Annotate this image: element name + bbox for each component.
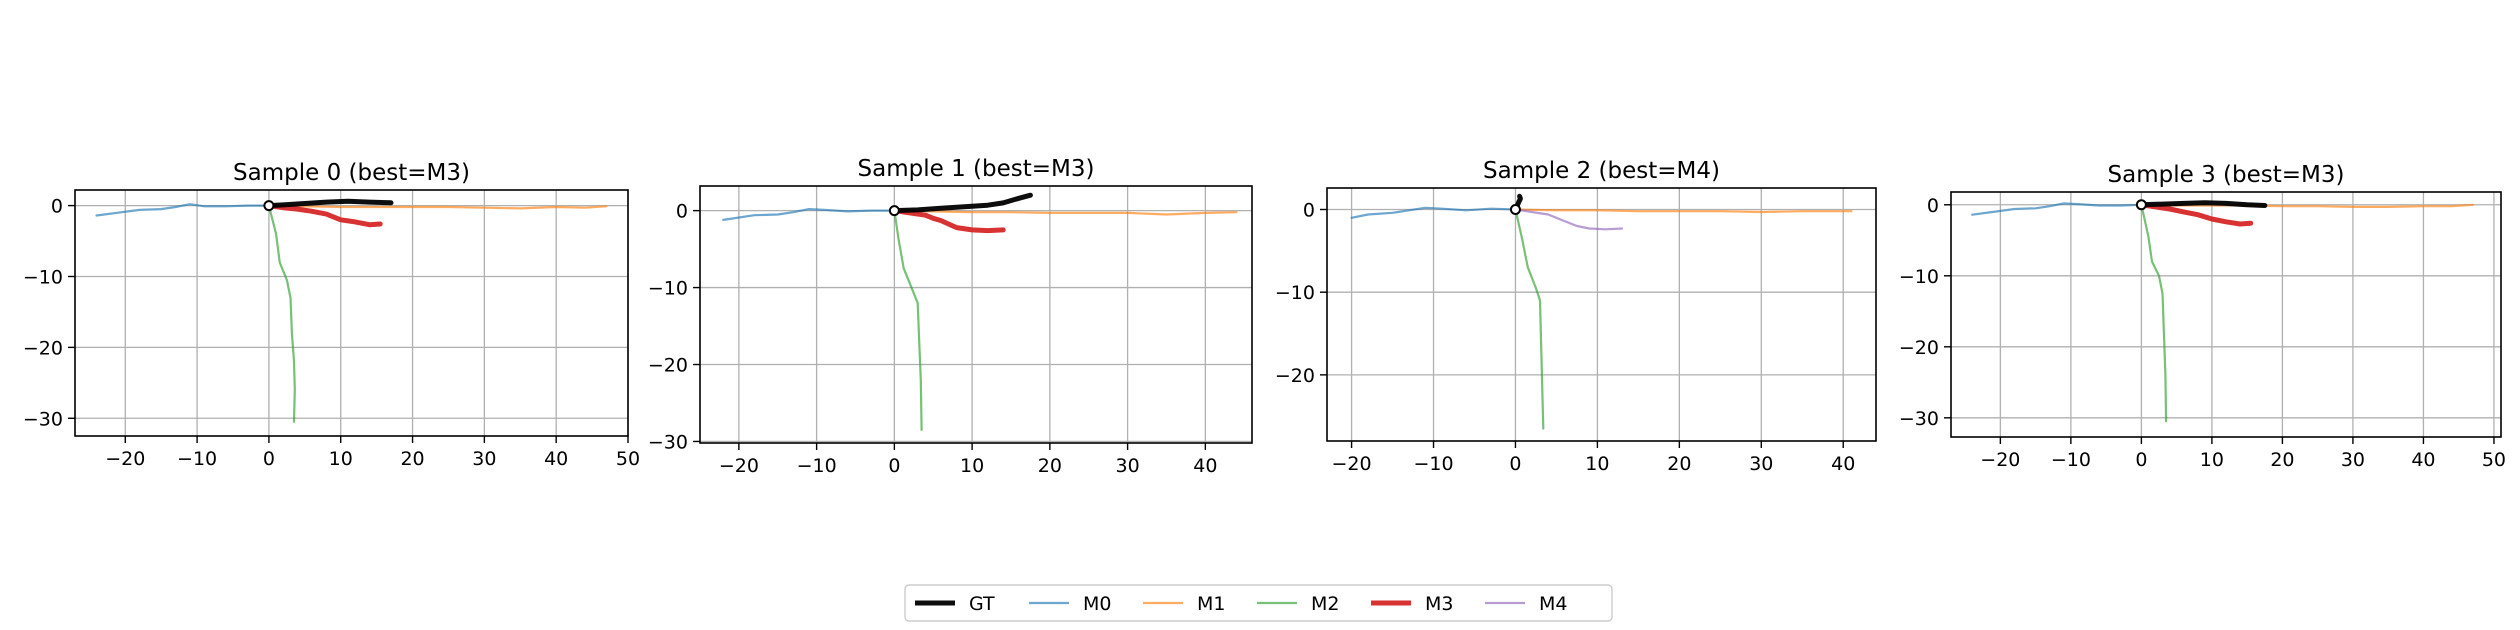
series-line-m2 (1514, 208, 1545, 430)
legend-label-m3: M3 (1425, 593, 1453, 615)
x-tick-label: −10 (797, 455, 837, 477)
x-tick-label: 10 (329, 448, 353, 470)
subplot-title: Sample 3 (best=M3) (2108, 162, 2345, 188)
origin-marker (263, 200, 275, 212)
series-line-m3 (891, 208, 1006, 234)
x-tick-label: −20 (719, 455, 759, 477)
x-tick-label: 10 (2200, 449, 2224, 471)
series-line-m0 (722, 208, 896, 221)
series-line-m1 (893, 209, 1238, 216)
series-line-m0 (95, 203, 270, 217)
x-tick-label: 30 (472, 448, 496, 470)
legend-label-m4: M4 (1539, 593, 1567, 615)
x-tick-label: 10 (960, 455, 984, 477)
x-tick-label: −20 (105, 448, 145, 470)
subplot-0: −20 −10 0 10 20 30 40 50 0 −10 −20 −30 Sample 0 (bes… (23, 160, 640, 470)
series-line-m1 (2140, 203, 2474, 208)
x-tick-label: 30 (1116, 455, 1140, 477)
subplot-title: Sample 0 (best=M3) (233, 160, 470, 186)
subplot-title: Sample 1 (best=M3) (858, 156, 1095, 182)
x-tick-label: 0 (888, 455, 900, 477)
legend-label-gt: GT (969, 593, 995, 615)
x-tick-label: 20 (1667, 453, 1691, 475)
y-tick-label: 0 (676, 201, 688, 223)
x-tick-label: 40 (544, 448, 568, 470)
x-tick-label: 0 (263, 448, 275, 470)
series-line-m3 (2138, 202, 2254, 227)
x-tick-label: 20 (1038, 455, 1062, 477)
subplot-1: −20 −10 0 10 20 30 40 0 −10 −20 −30 Sample 1 (best=… (648, 156, 1253, 477)
y-tick-label: −20 (23, 337, 63, 359)
x-tick-label: −20 (1332, 453, 1372, 475)
x-tick-label: 0 (1509, 453, 1521, 475)
y-tick-label: 0 (1303, 199, 1315, 221)
x-tick-label: 40 (1193, 455, 1217, 477)
x-tick-label: 50 (2482, 449, 2506, 471)
series-line-m4 (1514, 208, 1624, 231)
y-tick-label: 0 (1927, 195, 1939, 217)
x-tick-label: 30 (2341, 449, 2365, 471)
series-line-m1 (267, 204, 608, 210)
x-tick-label: 50 (616, 448, 640, 470)
axes-frame (74, 189, 629, 437)
subplot-title: Sample 2 (best=M4) (1483, 158, 1720, 184)
x-tick-label: −10 (2051, 449, 2091, 471)
series-line-m3 (266, 203, 383, 228)
subplot-2: −20 −10 0 10 20 30 40 0 −10 −20 Sample 2 (best=M4) (1275, 158, 1877, 475)
x-tick-label: 30 (1749, 453, 1773, 475)
series-line-m1 (1514, 208, 1853, 214)
y-tick-label: −30 (648, 431, 688, 453)
axes-frame (699, 185, 1253, 444)
series-line-m0 (1350, 206, 1517, 219)
x-tick-label: 40 (1831, 453, 1855, 475)
y-tick-label: −20 (648, 355, 688, 377)
origin-marker (2135, 199, 2147, 211)
y-tick-label: −20 (1275, 365, 1315, 387)
series-group (722, 192, 1238, 431)
series-group (95, 198, 608, 423)
legend-label-m0: M0 (1083, 593, 1111, 615)
y-tick-label: 0 (51, 196, 63, 218)
axes-frame (1326, 187, 1877, 442)
series-line-m2 (893, 209, 923, 431)
x-tick-label: −20 (1980, 449, 2020, 471)
series-line-gt (891, 192, 1033, 214)
series-line-m2 (2140, 203, 2168, 423)
x-tick-label: 40 (2411, 449, 2435, 471)
series-line-m0 (1971, 202, 2143, 216)
origin-marker (1509, 203, 1521, 215)
subplot-3: −20 −10 0 10 20 30 40 50 0 −10 −20 −30 Sample 3 (bes… (1899, 162, 2506, 471)
y-tick-label: −10 (1275, 282, 1315, 304)
y-tick-label: −30 (23, 408, 63, 430)
origin-marker (888, 205, 900, 217)
series-group (1350, 193, 1853, 430)
x-tick-label: 20 (400, 448, 424, 470)
legend: GT M0 M1 M2 M3 M4 (904, 584, 1613, 622)
x-tick-label: 0 (2135, 449, 2147, 471)
y-tick-label: −20 (1899, 337, 1939, 359)
x-tick-label: −10 (177, 448, 217, 470)
axes-frame (1950, 191, 2502, 438)
legend-label-m2: M2 (1311, 593, 1339, 615)
series-line-m2 (267, 204, 296, 423)
y-tick-label: −10 (648, 278, 688, 300)
x-tick-label: 10 (1585, 453, 1609, 475)
legend-label-m1: M1 (1197, 593, 1225, 615)
y-tick-label: −10 (1899, 266, 1939, 288)
series-group (1971, 200, 2474, 423)
x-tick-label: −10 (1413, 453, 1453, 475)
y-tick-label: −10 (23, 266, 63, 288)
x-tick-label: 20 (2270, 449, 2294, 471)
series-line-gt (2138, 200, 2268, 208)
y-tick-label: −30 (1899, 408, 1939, 430)
series-line-gt (266, 198, 394, 209)
